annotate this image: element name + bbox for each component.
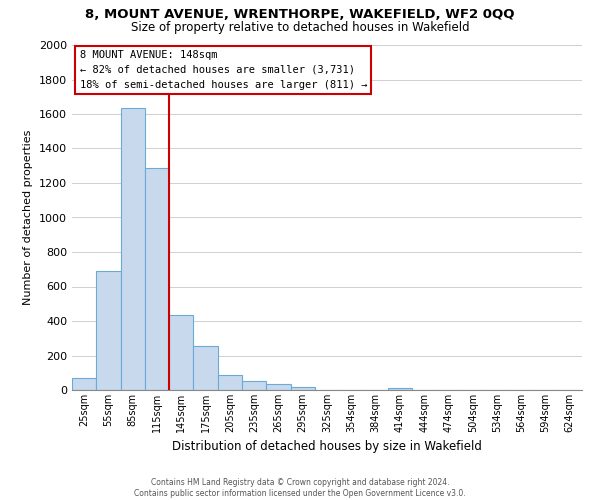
Bar <box>290 386 315 390</box>
Bar <box>96 271 121 390</box>
Text: Contains HM Land Registry data © Crown copyright and database right 2024.
Contai: Contains HM Land Registry data © Crown c… <box>134 478 466 498</box>
Bar <box>72 378 96 390</box>
Text: 8, MOUNT AVENUE, WRENTHORPE, WAKEFIELD, WF2 0QQ: 8, MOUNT AVENUE, WRENTHORPE, WAKEFIELD, … <box>85 8 515 20</box>
Bar <box>121 108 145 390</box>
Bar <box>145 168 169 390</box>
Y-axis label: Number of detached properties: Number of detached properties <box>23 130 34 305</box>
Bar <box>193 346 218 390</box>
Bar <box>169 315 193 390</box>
Bar <box>266 384 290 390</box>
Text: 8 MOUNT AVENUE: 148sqm
← 82% of detached houses are smaller (3,731)
18% of semi-: 8 MOUNT AVENUE: 148sqm ← 82% of detached… <box>80 50 367 90</box>
X-axis label: Distribution of detached houses by size in Wakefield: Distribution of detached houses by size … <box>172 440 482 454</box>
Text: Size of property relative to detached houses in Wakefield: Size of property relative to detached ho… <box>131 21 469 34</box>
Bar <box>218 375 242 390</box>
Bar <box>242 381 266 390</box>
Bar <box>388 388 412 390</box>
